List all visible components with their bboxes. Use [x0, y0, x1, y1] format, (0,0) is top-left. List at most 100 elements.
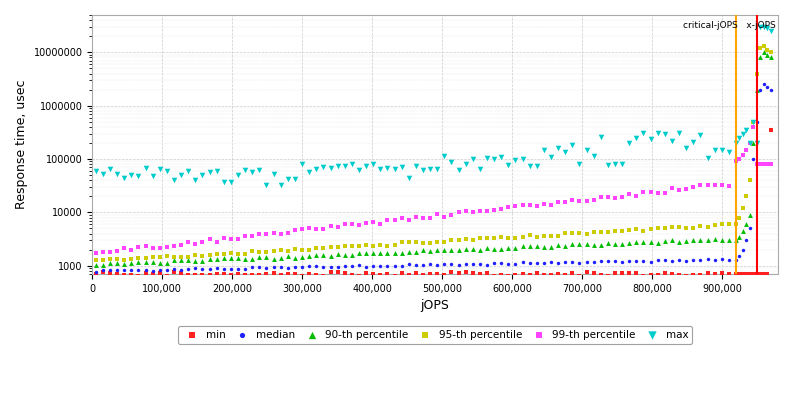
max [750, 140, 763, 146]
max [97, 171, 110, 178]
99-th percentile [644, 188, 657, 195]
min [302, 270, 315, 277]
median [452, 262, 465, 268]
95-th percentile [573, 230, 586, 236]
median [338, 263, 351, 270]
90-th percentile [445, 246, 458, 253]
90-th percentile [694, 236, 706, 243]
99-th percentile [730, 158, 742, 165]
median [530, 260, 543, 267]
median [502, 261, 514, 267]
min [488, 272, 501, 279]
min [324, 269, 337, 276]
min [658, 270, 671, 276]
99-th percentile [658, 189, 671, 196]
median [246, 264, 258, 270]
median [730, 256, 742, 263]
90-th percentile [743, 212, 756, 218]
99-th percentile [267, 229, 280, 236]
90-th percentile [374, 250, 386, 256]
99-th percentile [253, 231, 266, 237]
99-th percentile [210, 238, 223, 245]
median [630, 258, 642, 264]
99-th percentile [90, 250, 102, 257]
90-th percentile [733, 234, 746, 240]
median [481, 262, 494, 268]
90-th percentile [97, 262, 110, 268]
median [238, 266, 251, 272]
95-th percentile [733, 214, 746, 221]
max [733, 134, 746, 141]
median [466, 261, 479, 268]
max [630, 135, 642, 142]
90-th percentile [602, 240, 614, 246]
99-th percentile [360, 220, 373, 226]
min [481, 269, 494, 276]
99-th percentile [602, 194, 614, 200]
min [708, 270, 721, 277]
min [97, 269, 110, 276]
90-th percentile [758, 49, 770, 56]
99-th percentile [538, 201, 550, 207]
95-th percentile [758, 43, 770, 50]
99-th percentile [474, 208, 486, 214]
95-th percentile [609, 228, 622, 234]
99-th percentile [687, 184, 700, 190]
95-th percentile [267, 248, 280, 254]
median [708, 257, 721, 263]
95-th percentile [132, 255, 145, 261]
95-th percentile [424, 240, 437, 246]
min [722, 271, 735, 277]
median [750, 118, 763, 125]
95-th percentile [722, 221, 735, 228]
99-th percentile [97, 248, 110, 255]
min [694, 272, 706, 278]
99-th percentile [616, 194, 629, 200]
max [694, 132, 706, 138]
max [559, 148, 572, 155]
min [438, 272, 450, 278]
min [502, 272, 514, 279]
90-th percentile [331, 251, 344, 258]
99-th percentile [154, 244, 166, 251]
min [402, 272, 415, 278]
99-th percentile [317, 226, 330, 232]
median [168, 266, 181, 272]
99-th percentile [566, 196, 578, 203]
max [644, 136, 657, 142]
90-th percentile [388, 250, 401, 257]
90-th percentile [402, 249, 415, 256]
95-th percentile [687, 224, 700, 231]
min [161, 273, 174, 279]
min [90, 271, 102, 278]
95-th percentile [274, 247, 287, 253]
90-th percentile [154, 259, 166, 266]
99-th percentile [146, 245, 159, 251]
90-th percentile [353, 250, 366, 256]
max [225, 178, 238, 185]
max [509, 157, 522, 163]
95-th percentile [324, 244, 337, 250]
median [424, 261, 437, 268]
median [559, 259, 572, 265]
min [139, 270, 152, 276]
90-th percentile [174, 257, 187, 263]
95-th percentile [203, 252, 216, 258]
90-th percentile [274, 255, 287, 261]
min [715, 270, 728, 276]
95-th percentile [438, 238, 450, 245]
median [431, 262, 444, 268]
min [381, 271, 394, 277]
99-th percentile [754, 161, 766, 167]
max [516, 156, 529, 162]
95-th percentile [174, 254, 187, 260]
median [715, 256, 728, 262]
90-th percentile [431, 247, 444, 253]
95-th percentile [331, 244, 344, 250]
min [366, 271, 379, 278]
max [488, 156, 501, 162]
95-th percentile [452, 236, 465, 243]
min [360, 270, 373, 276]
max [737, 130, 750, 137]
min [687, 272, 700, 278]
